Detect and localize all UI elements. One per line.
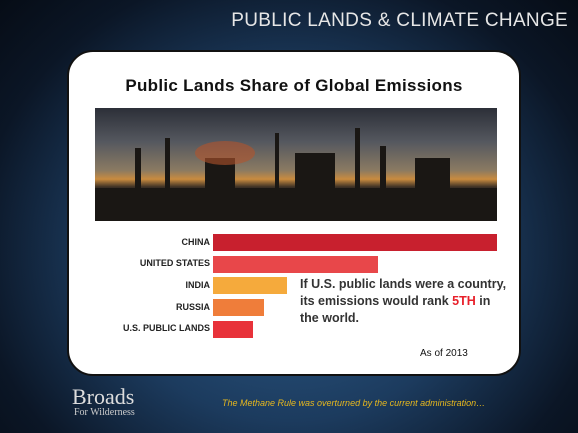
bar xyxy=(213,234,497,251)
bar xyxy=(213,320,253,338)
annotation-text: If U.S. public lands were a country, its… xyxy=(300,277,507,308)
category-label: RUSSIA xyxy=(175,301,210,312)
note: As of 2013 xyxy=(420,348,468,359)
category-label: UNITED STATES xyxy=(139,258,210,269)
refinery-photo xyxy=(95,108,497,221)
bar xyxy=(213,255,378,273)
annotation-text: in the world. xyxy=(300,294,491,325)
chart-title: Public Lands Share of Global Emissions xyxy=(125,76,463,95)
photo-silhouette xyxy=(95,128,497,221)
bar xyxy=(213,277,287,295)
annotation-rank: 5TH xyxy=(452,294,476,308)
category-label: U.S. PUBLIC LANDS xyxy=(122,323,210,334)
slide-header: PUBLIC LANDS & CLIMATE CHANGE xyxy=(231,10,568,31)
category-label: INDIA xyxy=(185,279,211,290)
logo: Broads xyxy=(72,384,135,409)
logo-sub: For Wilderness xyxy=(74,407,135,418)
annotation: If U.S. public lands were a country, its… xyxy=(300,276,510,327)
caption: The Methane Rule was overturned by the c… xyxy=(222,398,486,408)
bar xyxy=(213,299,265,317)
category-label: CHINA xyxy=(181,236,211,247)
